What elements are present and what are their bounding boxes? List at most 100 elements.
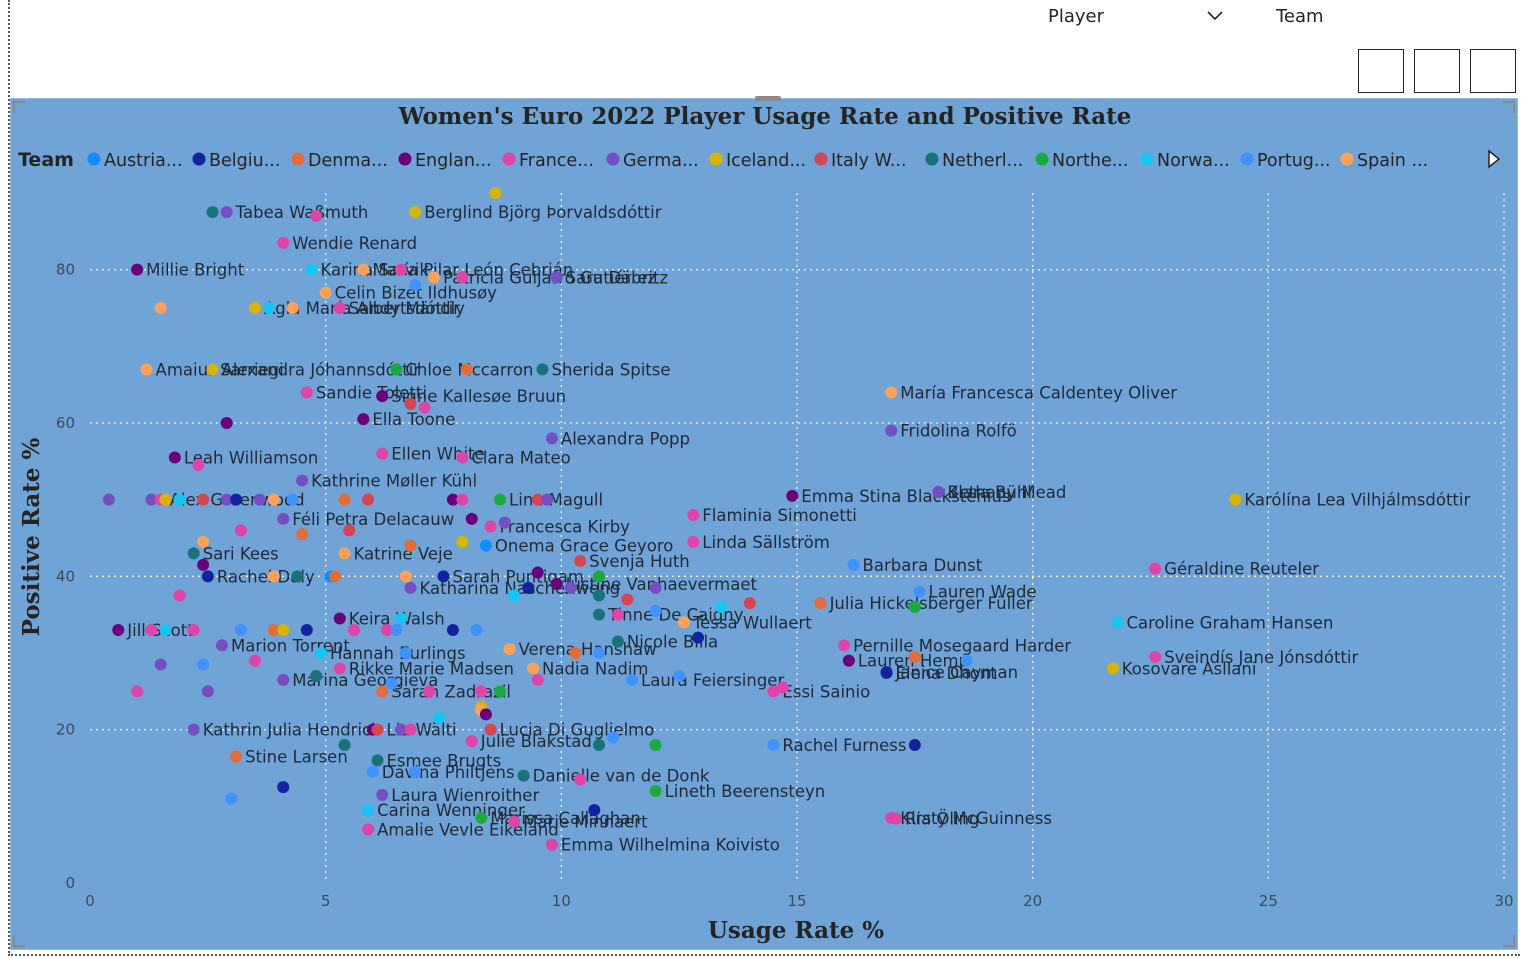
- data-point[interactable]: [1229, 493, 1242, 506]
- data-point[interactable]: [508, 589, 521, 602]
- data-point[interactable]: [423, 685, 436, 698]
- data-point[interactable]: [437, 570, 450, 583]
- data-point[interactable]: [234, 624, 247, 636]
- data-point[interactable]: [206, 206, 219, 219]
- legend-entry-label[interactable]: Iceland...: [726, 151, 806, 171]
- data-point[interactable]: [192, 459, 205, 472]
- data-point[interactable]: [102, 493, 115, 506]
- data-point[interactable]: [569, 647, 582, 659]
- legend-entry-label[interactable]: Denma...: [308, 151, 388, 171]
- data-point[interactable]: [508, 815, 521, 828]
- data-point[interactable]: [880, 666, 893, 679]
- data-point[interactable]: [404, 581, 417, 594]
- data-point[interactable]: [593, 608, 606, 621]
- data-point[interactable]: [376, 447, 389, 460]
- data-point[interactable]: [522, 581, 535, 594]
- legend-entry-label[interactable]: Germa...: [623, 151, 699, 171]
- data-point[interactable]: [479, 539, 492, 552]
- data-point[interactable]: [310, 210, 323, 222]
- chevron-down-icon[interactable]: [1206, 8, 1224, 22]
- data-point[interactable]: [503, 643, 516, 656]
- data-point[interactable]: [362, 823, 375, 836]
- data-point[interactable]: [267, 493, 280, 506]
- data-point[interactable]: [371, 723, 384, 736]
- data-point[interactable]: [159, 624, 172, 636]
- data-point[interactable]: [296, 528, 309, 541]
- data-point[interactable]: [574, 555, 587, 567]
- data-point[interactable]: [593, 739, 606, 751]
- data-point[interactable]: [357, 413, 370, 426]
- data-point[interactable]: [531, 566, 544, 579]
- data-point[interactable]: [786, 489, 799, 502]
- data-point[interactable]: [338, 739, 351, 751]
- data-point[interactable]: [960, 654, 973, 667]
- data-point[interactable]: [277, 673, 290, 686]
- data-point[interactable]: [253, 493, 266, 506]
- data-point[interactable]: [277, 781, 290, 794]
- data-point[interactable]: [494, 685, 507, 698]
- data-point[interactable]: [333, 612, 346, 625]
- data-point[interactable]: [715, 601, 728, 613]
- data-point[interactable]: [197, 493, 210, 506]
- data-point[interactable]: [333, 302, 346, 314]
- data-point[interactable]: [277, 236, 290, 249]
- data-point[interactable]: [362, 804, 375, 817]
- resize-corner-top-right[interactable]: [1503, 101, 1515, 113]
- data-point[interactable]: [527, 662, 540, 675]
- data-point[interactable]: [456, 493, 469, 506]
- data-point[interactable]: [446, 493, 459, 506]
- data-point[interactable]: [248, 302, 261, 314]
- data-point[interactable]: [310, 670, 323, 682]
- data-point[interactable]: [187, 624, 200, 636]
- data-point[interactable]: [390, 624, 403, 636]
- data-point[interactable]: [649, 739, 662, 751]
- data-point[interactable]: [432, 712, 445, 725]
- data-point[interactable]: [220, 417, 233, 429]
- data-point[interactable]: [187, 547, 200, 560]
- legend-entry-label[interactable]: Englan...: [415, 151, 492, 171]
- data-point[interactable]: [531, 493, 544, 506]
- data-point[interactable]: [390, 363, 403, 376]
- data-point[interactable]: [456, 451, 469, 464]
- data-point[interactable]: [230, 493, 243, 506]
- slicer-option-box-1[interactable]: [1358, 49, 1404, 93]
- data-point[interactable]: [300, 624, 313, 636]
- data-point[interactable]: [428, 271, 441, 284]
- resize-corner-bottom-right[interactable]: [1503, 935, 1515, 947]
- data-point[interactable]: [593, 589, 606, 602]
- data-point[interactable]: [409, 206, 422, 219]
- data-point[interactable]: [1149, 650, 1162, 663]
- data-point[interactable]: [404, 723, 417, 736]
- data-point[interactable]: [333, 662, 346, 675]
- data-point[interactable]: [673, 670, 686, 682]
- data-point[interactable]: [885, 386, 898, 399]
- data-point[interactable]: [494, 493, 507, 506]
- data-point[interactable]: [465, 735, 478, 748]
- data-point[interactable]: [159, 493, 172, 506]
- legend-entry-label[interactable]: Netherl...: [942, 151, 1023, 171]
- data-point[interactable]: [154, 658, 167, 671]
- data-point[interactable]: [1149, 562, 1162, 575]
- data-point[interactable]: [446, 624, 459, 636]
- legend-entry-label[interactable]: Belgiu...: [209, 151, 280, 171]
- visual-drag-grip[interactable]: [755, 96, 781, 101]
- data-point[interactable]: [470, 624, 483, 636]
- legend-entry-label[interactable]: Northe...: [1052, 151, 1128, 171]
- data-point[interactable]: [479, 708, 492, 721]
- data-point[interactable]: [541, 493, 554, 506]
- data-point[interactable]: [767, 685, 780, 698]
- data-point[interactable]: [814, 597, 827, 610]
- legend-next-arrow-icon[interactable]: [1486, 149, 1502, 169]
- resize-corner-top-left[interactable]: [13, 101, 25, 113]
- data-point[interactable]: [404, 539, 417, 552]
- data-point[interactable]: [399, 647, 412, 659]
- data-point[interactable]: [409, 765, 422, 778]
- data-point[interactable]: [536, 363, 549, 376]
- data-point[interactable]: [263, 302, 276, 314]
- team-slicer-label[interactable]: Team: [1276, 6, 1324, 27]
- data-point[interactable]: [366, 765, 379, 778]
- data-point[interactable]: [593, 647, 606, 659]
- data-point[interactable]: [230, 750, 243, 763]
- data-point[interactable]: [611, 608, 624, 621]
- data-points[interactable]: [102, 187, 1242, 851]
